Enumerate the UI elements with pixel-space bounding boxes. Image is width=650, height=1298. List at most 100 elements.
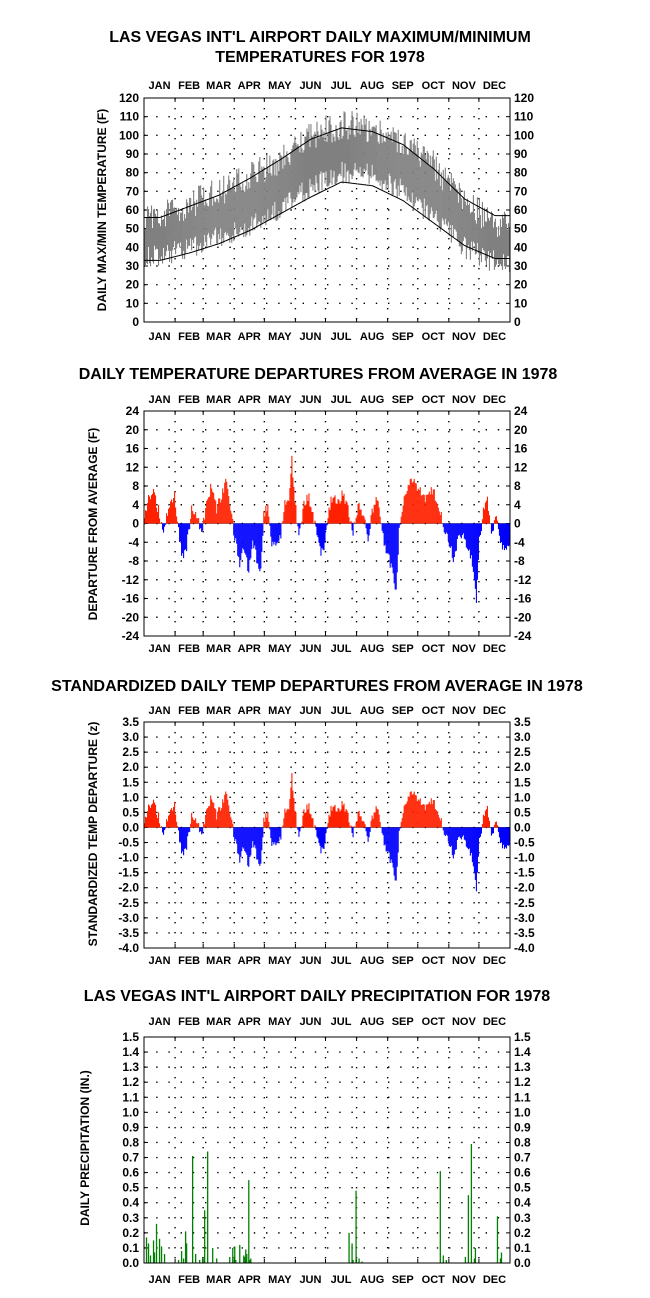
month-label-top: AUG xyxy=(360,394,384,406)
departure-chart-month-labels: JAN JAN FEB FEB MAR MAR APR APR MAY MAY JUN JUN JUL J… xyxy=(149,394,507,655)
month-label-top: JUL xyxy=(331,80,352,92)
y-tick-label-left: 0.0 xyxy=(122,1256,139,1270)
y-tick-label-left: 80 xyxy=(126,166,140,180)
precipitation-chart-ylabel: DAILY PRECIPITATION (IN.) xyxy=(78,1070,92,1226)
y-tick-label-left: -1.5 xyxy=(118,866,139,880)
temperature-departure-chart: DAILY TEMPERATURE DEPARTURES FROM AVERAG… xyxy=(79,366,558,655)
month-label-bottom: JUN xyxy=(299,331,321,343)
y-tick-label-right: -2.5 xyxy=(514,896,535,910)
y-tick-label-left: 1.1 xyxy=(122,1090,139,1104)
y-tick-label-right: -20 xyxy=(514,610,532,624)
y-tick-label-right: 0 xyxy=(514,517,521,531)
month-label-top: DEC xyxy=(483,705,506,717)
month-label-bottom: JUL xyxy=(331,1274,352,1286)
month-label-top: APR xyxy=(238,705,261,717)
y-tick-label-left: 0.2 xyxy=(122,1226,139,1240)
month-label-bottom: JAN xyxy=(149,643,171,655)
month-label-top: DEC xyxy=(483,1016,506,1028)
y-tick-label-right: -3.5 xyxy=(514,926,535,940)
standardized-chart-plot-frame xyxy=(143,721,511,949)
y-tick-label-left: 50 xyxy=(126,222,140,236)
month-label-bottom: SEP xyxy=(392,1274,414,1286)
month-label-top: JUL xyxy=(331,394,352,406)
y-tick-label-left: 110 xyxy=(120,110,140,124)
month-label-top: SEP xyxy=(392,1016,414,1028)
standardized-chart-grid xyxy=(144,721,510,949)
month-label-bottom: OCT xyxy=(422,955,446,967)
y-tick-label-left: -24 xyxy=(122,629,140,643)
y-tick-label-right: -16 xyxy=(514,592,532,606)
month-label-top: JAN xyxy=(149,394,171,406)
precipitation-chart-tick-labels: 0.0 0.00.1 0.10.2 0.20.3 0.30.4 0.40.5 0.50.6 0… xyxy=(122,1030,531,1270)
y-tick-label-right: 50 xyxy=(514,222,528,236)
month-label-top: OCT xyxy=(422,394,446,406)
month-label-bottom: JAN xyxy=(149,1274,171,1286)
y-tick-label-left: 12 xyxy=(126,460,140,474)
month-label-top: JUL xyxy=(331,1016,352,1028)
month-label-top: MAY xyxy=(268,1016,292,1028)
month-label-bottom: AUG xyxy=(360,331,384,343)
month-label-bottom: DEC xyxy=(483,643,506,655)
y-tick-label-right: 30 xyxy=(514,259,528,273)
departure-chart-title: DAILY TEMPERATURE DEPARTURES FROM AVERAG… xyxy=(79,366,558,383)
y-tick-label-right: 16 xyxy=(514,442,528,456)
standardized-chart-title: STANDARDIZED DAILY TEMP DEPARTURES FROM … xyxy=(51,678,583,695)
month-label-bottom: OCT xyxy=(422,1274,446,1286)
precipitation-chart-plot-frame xyxy=(143,1036,511,1264)
month-label-bottom: DEC xyxy=(483,955,506,967)
y-tick-label-left: 0.3 xyxy=(122,1211,139,1225)
departure-chart-plot-frame xyxy=(143,410,511,637)
y-tick-label-right: 2.5 xyxy=(514,745,531,759)
y-tick-label-left: 0.9 xyxy=(122,1120,139,1134)
month-label-bottom: SEP xyxy=(392,643,414,655)
y-tick-label-left: 2.0 xyxy=(122,760,139,774)
month-label-bottom: JUL xyxy=(331,331,352,343)
y-tick-label-right: 0.3 xyxy=(514,1211,531,1225)
max-min-chart-month-labels: JAN JAN FEB FEB MAR MAR APR APR MAY MAY JUN JUN JUL J… xyxy=(149,80,507,343)
month-label-bottom: DEC xyxy=(483,331,506,343)
month-label-top: JUN xyxy=(299,705,321,717)
month-label-top: JUN xyxy=(299,80,321,92)
month-label-bottom: DEC xyxy=(483,1274,506,1286)
month-label-bottom: JUL xyxy=(331,643,352,655)
y-tick-label-right: -4.0 xyxy=(514,941,535,955)
normal-min-line xyxy=(144,181,510,261)
standardized-chart-ylabel: STANDARDIZED TEMP DEPARTURE (z) xyxy=(86,722,100,947)
y-tick-label-left: 1.0 xyxy=(122,1105,139,1119)
y-tick-label-right: 80 xyxy=(514,166,528,180)
y-tick-label-right: 10 xyxy=(514,296,528,310)
y-tick-label-left: 10 xyxy=(126,296,140,310)
y-tick-label-left: 100 xyxy=(119,128,139,142)
y-tick-label-right: 1.4 xyxy=(514,1045,531,1059)
max-min-chart-ylabel: DAILY MAX/MIN TEMPERATURE (F) xyxy=(95,109,109,311)
y-tick-label-right: 0.9 xyxy=(514,1120,531,1134)
precipitation-chart-bars xyxy=(145,1143,503,1263)
y-tick-label-left: 0.5 xyxy=(122,1181,139,1195)
y-tick-label-right: 20 xyxy=(514,423,528,437)
y-tick-label-left: 40 xyxy=(126,240,140,254)
month-label-top: AUG xyxy=(360,705,384,717)
y-tick-label-right: 0.0 xyxy=(514,1256,531,1270)
y-tick-label-right: 2.0 xyxy=(514,760,531,774)
month-label-bottom: FEB xyxy=(178,331,200,343)
month-label-top: JUN xyxy=(299,394,321,406)
y-tick-label-left: -16 xyxy=(122,592,140,606)
y-tick-label-left: 1.0 xyxy=(122,790,139,804)
month-label-top: FEB xyxy=(178,1016,200,1028)
month-label-bottom: JAN xyxy=(149,955,171,967)
y-tick-label-right: 1.0 xyxy=(514,1105,531,1119)
month-label-bottom: JUN xyxy=(299,643,321,655)
month-label-bottom: JUL xyxy=(331,955,352,967)
max-min-chart-title-line2: TEMPERATURES FOR 1978 xyxy=(215,49,425,66)
y-tick-label-right: -12 xyxy=(514,573,532,587)
y-tick-label-right: 0.8 xyxy=(514,1135,531,1149)
y-tick-label-left: -3.5 xyxy=(118,926,139,940)
y-tick-label-left: 24 xyxy=(126,404,140,418)
precipitation-chart: LAS VEGAS INT'L AIRPORT DAILY PRECIPITAT… xyxy=(78,988,550,1286)
month-label-bottom: FEB xyxy=(178,955,200,967)
y-tick-label-right: 20 xyxy=(514,278,528,292)
y-tick-label-right: 90 xyxy=(514,147,528,161)
month-label-top: DEC xyxy=(483,394,506,406)
y-tick-label-left: 0 xyxy=(132,517,139,531)
max-min-temperature-chart: LAS VEGAS INT'L AIRPORT DAILY MAXIMUM/MI… xyxy=(95,29,534,343)
